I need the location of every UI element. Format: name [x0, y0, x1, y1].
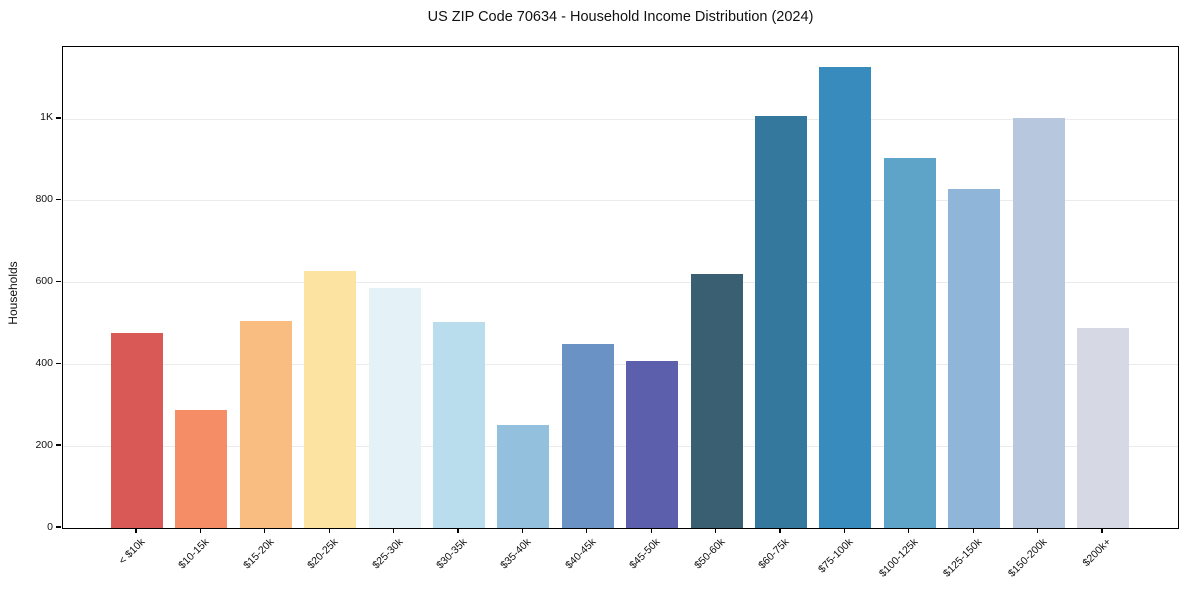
y-tick-mark: [56, 526, 61, 528]
y-tick-mark: [56, 280, 61, 283]
x-tick-mark: [908, 528, 910, 533]
bar-200k+: [1077, 327, 1129, 528]
y-tick-label-200: 200: [35, 438, 53, 451]
bar-100-125k: [883, 158, 936, 528]
bar-25-30k: [368, 287, 421, 528]
x-tick-mark: [264, 528, 266, 533]
chart-title: US ZIP Code 70634 - Household Income Dis…: [427, 9, 814, 25]
x-tick-mark: [779, 528, 781, 533]
y-tick-label-1K: 1K: [40, 111, 53, 124]
x-tick-mark: [328, 528, 330, 533]
x-tick-mark: [521, 528, 524, 533]
x-tick-mark: [135, 528, 137, 533]
bar-10-15k: [175, 410, 228, 528]
bar-50-60k: [690, 274, 743, 528]
x-tick-mark: [392, 528, 395, 533]
gridline-1K: [63, 118, 1178, 120]
bar-15-20k: [239, 321, 292, 528]
x-tick-mark: [972, 528, 974, 533]
y-tick-mark: [56, 362, 61, 365]
bar-35-40k: [497, 425, 550, 528]
bar-75-100k: [819, 67, 872, 528]
y-tick-label-800: 800: [35, 193, 53, 206]
x-tick-mark: [843, 528, 846, 533]
x-tick-mark: [1101, 528, 1103, 533]
x-tick-mark: [457, 528, 459, 533]
y-tick-label-400: 400: [35, 356, 53, 369]
bar-60-75k: [755, 116, 807, 528]
bar-150-200k: [1012, 118, 1065, 528]
x-tick-mark: [586, 528, 588, 533]
plot-area: [62, 46, 1179, 529]
y-tick-mark: [56, 444, 61, 446]
bar-45-50k: [626, 361, 679, 528]
y-tick-mark: [56, 199, 61, 201]
y-tick-label-600: 600: [35, 275, 53, 288]
bar-125-150k: [948, 189, 1001, 528]
bar-30-35k: [433, 322, 485, 528]
x-tick-mark: [714, 528, 717, 533]
gridline-400: [63, 363, 1178, 365]
gridline-800: [63, 200, 1178, 202]
y-tick-mark: [56, 117, 61, 119]
gridline-200: [63, 445, 1178, 447]
x-tick-mark: [650, 528, 652, 533]
bar-40-45k: [561, 343, 614, 528]
x-tick-label-10k: < $10k: [116, 536, 148, 567]
y-axis-label: Households: [6, 261, 20, 325]
y-tick-label-0: 0: [47, 520, 53, 533]
bar-20-25k: [304, 271, 357, 528]
x-tick-mark: [1036, 528, 1039, 533]
gridline-600: [63, 282, 1178, 284]
x-tick-mark: [199, 528, 202, 533]
bar-10k: [111, 332, 163, 528]
